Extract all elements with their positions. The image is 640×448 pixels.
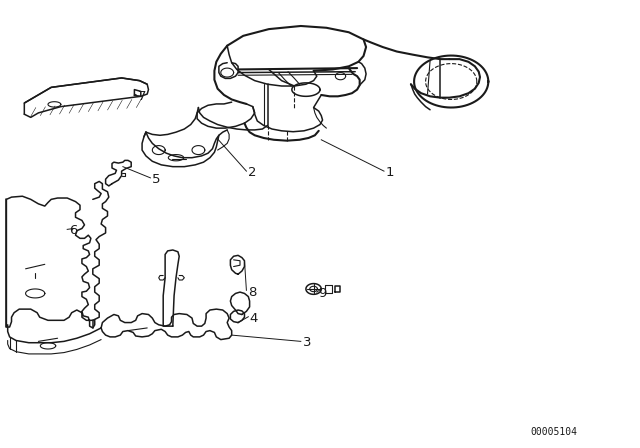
Text: 2: 2 (248, 166, 257, 179)
Text: 6: 6 (69, 224, 77, 237)
Text: 7: 7 (138, 90, 146, 103)
Text: 00005104: 00005104 (530, 427, 577, 437)
Text: 8: 8 (248, 285, 257, 299)
Text: 5: 5 (152, 172, 161, 186)
Text: 1: 1 (386, 166, 394, 179)
Text: 9: 9 (318, 287, 326, 300)
Text: 4: 4 (250, 311, 258, 325)
Text: 3: 3 (303, 336, 311, 349)
